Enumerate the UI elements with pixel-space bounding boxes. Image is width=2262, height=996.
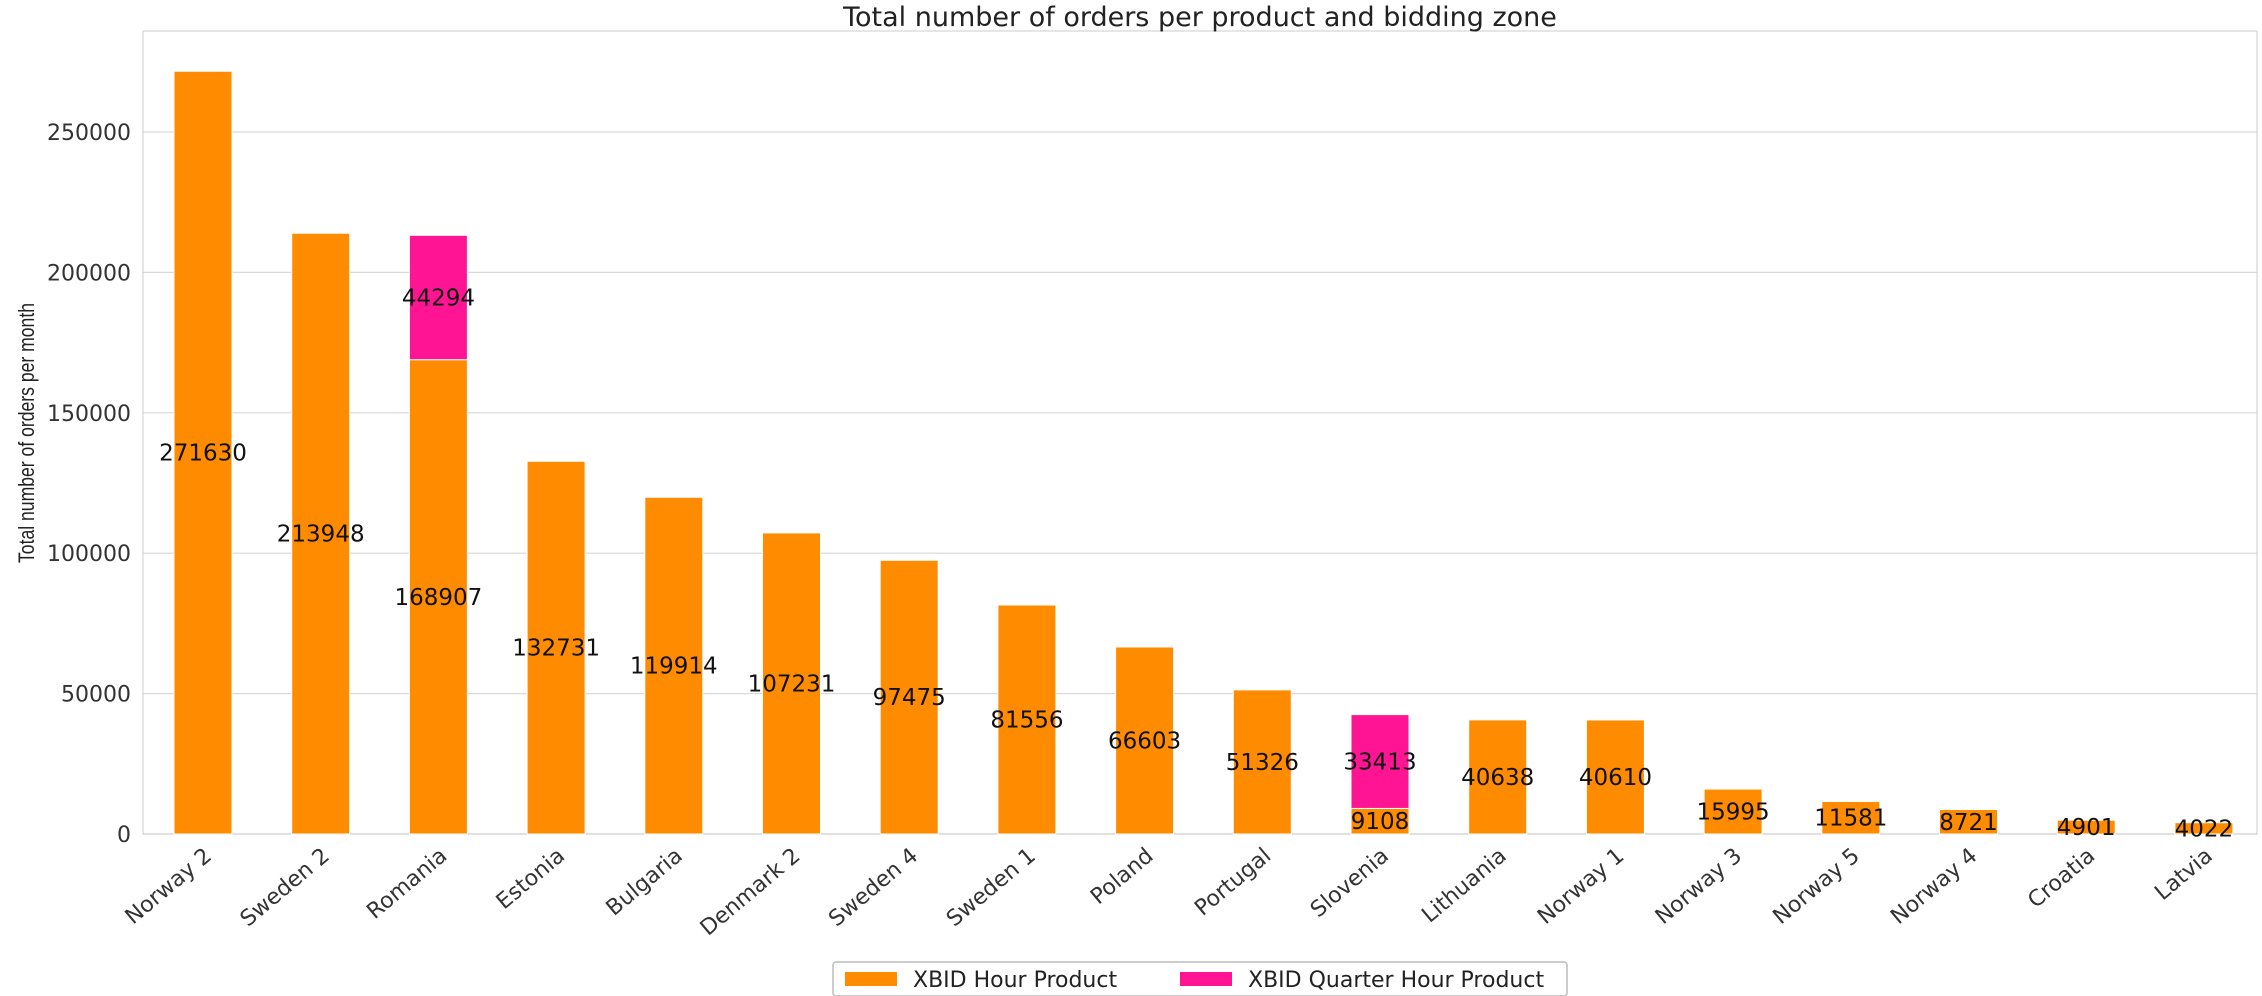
bar-hour-product [1703, 788, 1763, 835]
bar-value-label: 271630 [159, 441, 247, 467]
x-tick-label: Norway 4 [1886, 843, 1982, 929]
bar-hour-product [2056, 819, 2116, 835]
x-tick-label: Norway 5 [1769, 843, 1865, 929]
bar-labels: 271630 213948 168907 44294 132731 119914 10723… [159, 286, 2233, 843]
legend-label-hour: XBID Hour Product [913, 968, 1117, 993]
x-tick-label: Bulgaria [602, 843, 688, 921]
x-tick-label: Portugal [1190, 843, 1276, 921]
x-tick-label: Norway 3 [1651, 843, 1747, 929]
bar-hour-product [997, 604, 1057, 835]
x-tick-label: Denmark 2 [696, 843, 806, 941]
bar-value-label: 15995 [1697, 800, 1770, 826]
legend-swatch-quarter-hour [1180, 972, 1232, 986]
bar-value-label: 40638 [1461, 765, 1534, 791]
x-tick-label: Lithuania [1417, 843, 1511, 928]
bar-hour-product [1232, 689, 1292, 835]
bar-value-label: 213948 [277, 522, 365, 548]
x-tick-label: Estonia [492, 843, 570, 914]
bar-value-label: 33413 [1343, 750, 1416, 776]
bar-hour-product [291, 232, 351, 835]
y-tick-label: 150000 [47, 402, 131, 427]
bar-hour-product [1115, 646, 1175, 835]
bar-hour-product [526, 460, 586, 835]
bar-quarter-hour-product [1350, 714, 1410, 809]
bar-hour-product [408, 359, 468, 835]
y-axis: 0 50000 100000 150000 200000 250000 [47, 121, 131, 848]
x-tick-label: Croatia [2023, 843, 2100, 913]
bar-value-label: 119914 [630, 654, 718, 680]
bar-hour-product [2174, 822, 2234, 835]
bar-value-label: 97475 [873, 685, 946, 711]
x-tick-label: Poland [1086, 843, 1158, 909]
bar-hour-product [644, 496, 704, 835]
x-tick-label: Romania [362, 843, 452, 924]
bars [173, 70, 2234, 835]
x-tick-label: Slovenia [1306, 843, 1394, 922]
bar-hour-product [173, 70, 233, 835]
x-tick-label: Sweden 1 [942, 843, 1041, 932]
y-tick-label: 50000 [61, 683, 131, 708]
bar-value-label: 81556 [990, 707, 1063, 733]
chart-title: Total number of orders per product and b… [842, 2, 1557, 33]
bar-quarter-hour-product [408, 234, 468, 361]
legend-label-quarter-hour: XBID Quarter Hour Product [1248, 968, 1544, 993]
bar-value-label: 9108 [1351, 809, 1410, 835]
bar-value-label: 132731 [512, 636, 600, 662]
bar-hour-product [1585, 719, 1645, 835]
x-tick-label: Latvia [2150, 843, 2217, 905]
legend-swatch-hour [845, 972, 897, 986]
bar-value-label: 168907 [394, 585, 482, 611]
plot-frame [142, 30, 2258, 835]
y-axis-title: Total number of orders per month [15, 303, 39, 563]
bar-value-label: 107231 [748, 671, 836, 697]
bar-hour-product [762, 532, 821, 835]
x-tick-label: Norway 2 [121, 843, 217, 929]
y-tick-label: 250000 [47, 121, 131, 146]
bar-hour-product [1939, 809, 1998, 835]
y-tick-label: 0 [117, 823, 131, 848]
bar-hour-product [1821, 800, 1881, 835]
bar-value-label: 8721 [1939, 810, 1998, 836]
bar-value-label: 40610 [1579, 765, 1652, 791]
y-tick-label: 200000 [47, 261, 131, 286]
bar-value-label: 4901 [2057, 815, 2116, 841]
bar-value-label: 11581 [1814, 806, 1887, 832]
bar-value-label: 51326 [1226, 750, 1299, 776]
bar-hour-product [879, 559, 939, 835]
bar-value-label: 66603 [1108, 728, 1181, 754]
legend: XBID Hour Product XBID Quarter Hour Prod… [832, 961, 1568, 996]
x-tick-label: Sweden 4 [824, 843, 923, 932]
x-tick-label: Sweden 2 [236, 843, 335, 932]
x-axis: Norway 2 Sweden 2 Romania Estonia Bulgaria De… [121, 843, 2218, 941]
bar-hour-product [1468, 719, 1528, 835]
bar-value-label: 4022 [2175, 816, 2234, 842]
bar-value-label: 44294 [402, 286, 475, 312]
bar-hour-product [1350, 807, 1410, 835]
y-tick-label: 100000 [47, 542, 131, 567]
x-tick-label: Norway 1 [1533, 843, 1629, 929]
